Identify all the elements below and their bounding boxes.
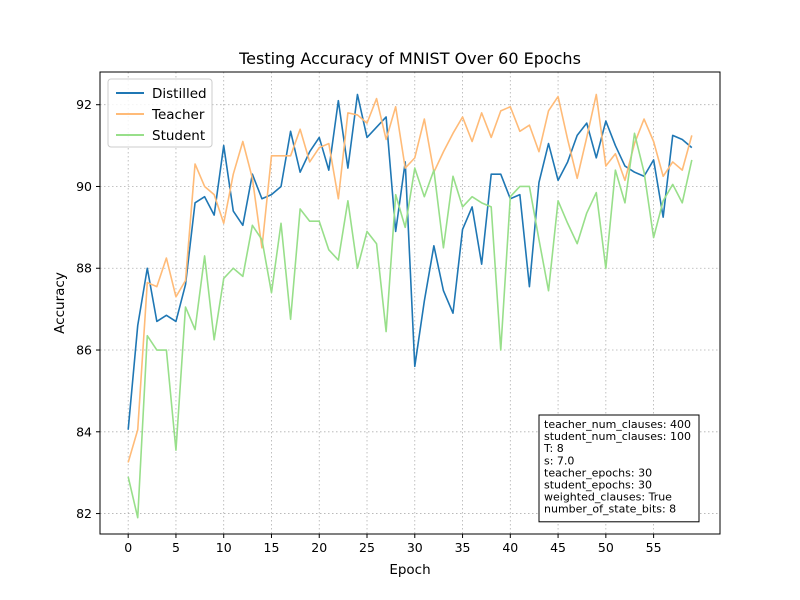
x-tick-label: 35 xyxy=(455,540,471,555)
legend: Distilled Teacher Student xyxy=(107,78,213,148)
x-tick-label: 10 xyxy=(216,540,232,555)
series-line-student xyxy=(127,132,693,519)
x-tick-label: 45 xyxy=(550,540,566,555)
annotation-box xyxy=(538,414,700,523)
x-axis-label: Epoch xyxy=(389,562,430,578)
series-lines xyxy=(127,93,693,519)
annotation-line: weighted_clauses: True xyxy=(544,491,672,504)
annotation-line: T: 8 xyxy=(543,442,564,455)
annotation-line: teacher_epochs: 30 xyxy=(544,466,652,479)
x-tick-label: 20 xyxy=(311,540,327,555)
y-axis-ticks: 82 84 86 88 90 92 xyxy=(76,97,100,521)
legend-box xyxy=(107,78,213,148)
x-tick-label: 15 xyxy=(264,540,280,555)
x-tick-label: 0 xyxy=(124,540,132,555)
annotation-line: number_of_state_bits: 8 xyxy=(544,503,676,516)
x-tick-label: 25 xyxy=(359,540,375,555)
annotation-line: teacher_num_clauses: 400 xyxy=(544,418,691,431)
y-tick-label: 84 xyxy=(76,424,92,439)
annotation-line: student_epochs: 30 xyxy=(544,479,652,492)
annotation-line: s: 7.0 xyxy=(544,454,574,467)
y-axis-label: Accuracy xyxy=(52,272,68,334)
series-line-distilled xyxy=(127,93,693,430)
y-tick-label: 90 xyxy=(76,179,92,194)
y-tick-label: 86 xyxy=(76,343,92,358)
series-line-teacher xyxy=(127,93,693,463)
annotation-line: student_num_clauses: 100 xyxy=(544,430,691,443)
y-tick-label: 88 xyxy=(76,261,92,276)
legend-entry: Teacher xyxy=(151,107,205,123)
y-tick-label: 92 xyxy=(76,97,92,112)
x-tick-label: 40 xyxy=(502,540,518,555)
plot-area-frame xyxy=(99,71,721,535)
x-tick-label: 55 xyxy=(646,540,662,555)
chart-title: Testing Accuracy of MNIST Over 60 Epochs xyxy=(238,49,581,68)
x-tick-label: 50 xyxy=(598,540,614,555)
legend-entry: Student xyxy=(152,128,205,144)
x-tick-label: 30 xyxy=(407,540,423,555)
legend-entry: Distilled xyxy=(152,86,207,102)
y-tick-label: 82 xyxy=(76,506,92,521)
x-tick-label: 5 xyxy=(172,540,180,555)
x-axis-ticks: 0 5 10 15 20 25 30 35 40 45 50 55 xyxy=(124,534,662,555)
parameter-annotation-box: teacher_num_clauses: 400student_num_clau… xyxy=(538,414,700,523)
